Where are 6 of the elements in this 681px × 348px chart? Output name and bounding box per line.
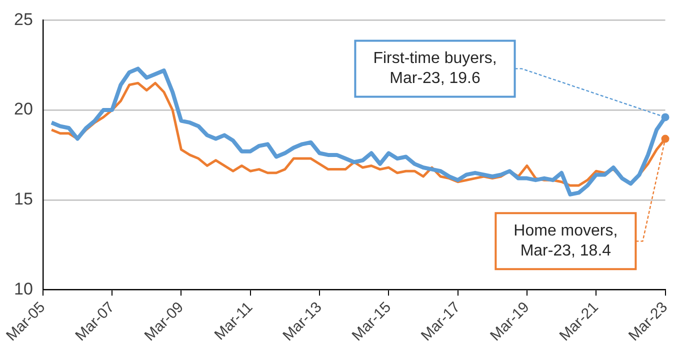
annotation: Home movers, Mar-23, 18.4 (514, 222, 618, 260)
y-tick-label: 25 (14, 10, 33, 29)
y-tick-label: 20 (14, 100, 33, 119)
annotation: First-time buyers, Mar-23, 19.6 (373, 50, 497, 88)
y-tick-label: 10 (14, 279, 33, 298)
y-tick-label: 15 (14, 190, 33, 209)
